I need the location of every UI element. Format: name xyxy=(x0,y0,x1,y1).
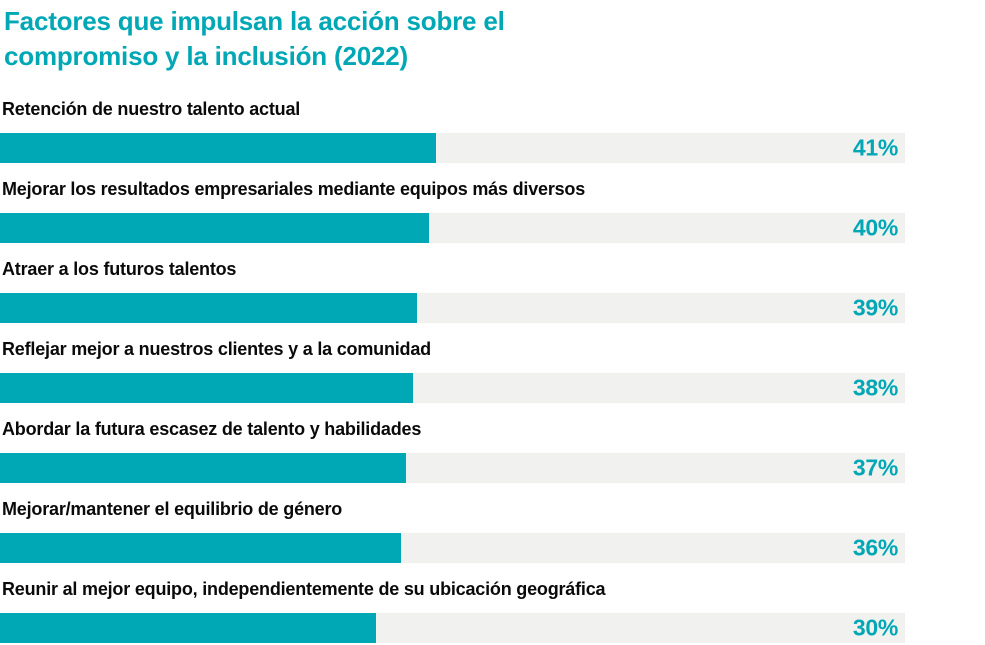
bar-row: Abordar la futura escasez de talento y h… xyxy=(0,409,985,489)
bar-fill xyxy=(0,293,418,323)
bar-value-label: 39% xyxy=(852,294,898,321)
bar-track: 38% xyxy=(0,373,905,403)
bar-category-label: Reflejar mejor a nuestros clientes y a l… xyxy=(2,339,431,359)
bar-category-label: Abordar la futura escasez de talento y h… xyxy=(2,419,422,439)
bar-category-label: Reunir al mejor equipo, independientemen… xyxy=(2,579,606,599)
bar-value-label: 37% xyxy=(852,454,898,481)
bar-fill xyxy=(0,453,407,483)
bar-row: Atraer a los futuros talentos 39% xyxy=(0,249,985,329)
bar-track: 41% xyxy=(0,133,905,163)
bar-value-label: 30% xyxy=(852,614,898,641)
bar-fill xyxy=(0,533,401,563)
bar-fill xyxy=(0,133,437,163)
bar-category-label: Atraer a los futuros talentos xyxy=(2,259,237,279)
bar-fill xyxy=(0,213,429,243)
bar-value-label: 41% xyxy=(852,134,898,161)
bar-track: 36% xyxy=(0,533,905,563)
bar-row: Mejorar/mantener el equilibrio de género… xyxy=(0,489,985,569)
bar-value-label: 36% xyxy=(852,534,898,561)
bar-row: Mejorar los resultados empresariales med… xyxy=(0,169,985,249)
bar-track: 30% xyxy=(0,613,905,643)
chart-title: Factores que impulsan la acción sobre el… xyxy=(4,4,505,74)
bar-category-label: Retención de nuestro talento actual xyxy=(2,99,301,119)
chart-title-line-1: Factores que impulsan la acción sobre el xyxy=(4,6,505,36)
bar-row: Retención de nuestro talento actual 41% xyxy=(0,89,985,169)
bar-fill xyxy=(0,613,376,643)
bar-value-label: 38% xyxy=(852,374,898,401)
bar-track: 37% xyxy=(0,453,905,483)
bar-track: 40% xyxy=(0,213,905,243)
bar-row: Reunir al mejor equipo, independientemen… xyxy=(0,569,985,645)
bar-category-label: Mejorar/mantener el equilibrio de género xyxy=(2,499,343,519)
bar-fill xyxy=(0,373,413,403)
bar-value-label: 40% xyxy=(852,214,898,241)
bar-row: Reflejar mejor a nuestros clientes y a l… xyxy=(0,329,985,409)
bar-category-label: Mejorar los resultados empresariales med… xyxy=(2,179,586,199)
chart-title-line-2: compromiso y la inclusión (2022) xyxy=(4,41,408,71)
bar-chart: Retención de nuestro talento actual 41% … xyxy=(0,89,985,645)
bar-track: 39% xyxy=(0,293,905,323)
